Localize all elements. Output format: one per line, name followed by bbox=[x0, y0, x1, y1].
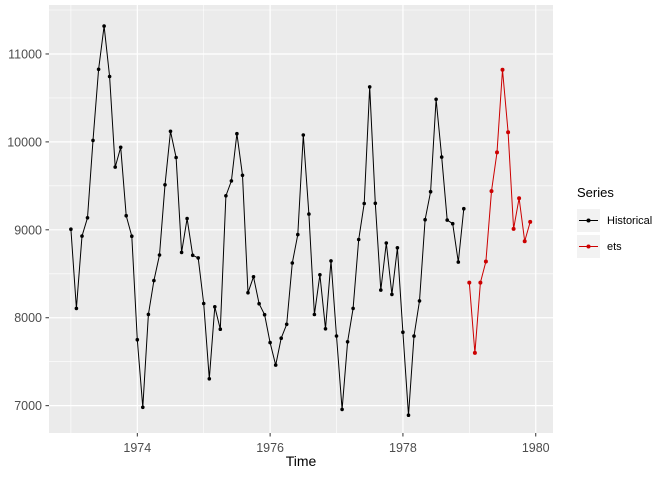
legend-item-ets: ets bbox=[577, 235, 652, 258]
ets-line-point-icon bbox=[577, 235, 600, 258]
legend: Series Historical ets bbox=[577, 185, 652, 261]
svg-text:10000: 10000 bbox=[7, 135, 42, 149]
axis-tick-marks bbox=[45, 53, 537, 437]
minor-gridlines bbox=[49, 5, 553, 433]
legend-item-historical: Historical bbox=[577, 209, 652, 232]
historical-line-point-icon bbox=[577, 209, 600, 232]
plot-panel bbox=[49, 5, 553, 433]
svg-text:7000: 7000 bbox=[14, 399, 42, 413]
svg-text:1976: 1976 bbox=[256, 441, 284, 455]
svg-text:1978: 1978 bbox=[389, 441, 417, 455]
major-gridlines bbox=[49, 5, 553, 433]
svg-text:1974: 1974 bbox=[123, 441, 151, 455]
legend-label-historical: Historical bbox=[607, 214, 653, 227]
series-historical bbox=[69, 24, 466, 418]
svg-text:8000: 8000 bbox=[14, 311, 42, 325]
legend-label-ets: ets bbox=[607, 240, 622, 253]
svg-text:1980: 1980 bbox=[522, 441, 550, 455]
svg-text:9000: 9000 bbox=[14, 223, 42, 237]
y-axis-tick-labels: 7000 8000 9000 10000 11000 bbox=[7, 47, 42, 413]
series-ets bbox=[467, 67, 533, 355]
svg-text:11000: 11000 bbox=[8, 47, 42, 61]
x-axis-tick-labels: 1974 1976 1978 1980 bbox=[123, 441, 549, 455]
x-axis-title: Time bbox=[285, 453, 317, 469]
legend-title: Series bbox=[577, 185, 614, 200]
